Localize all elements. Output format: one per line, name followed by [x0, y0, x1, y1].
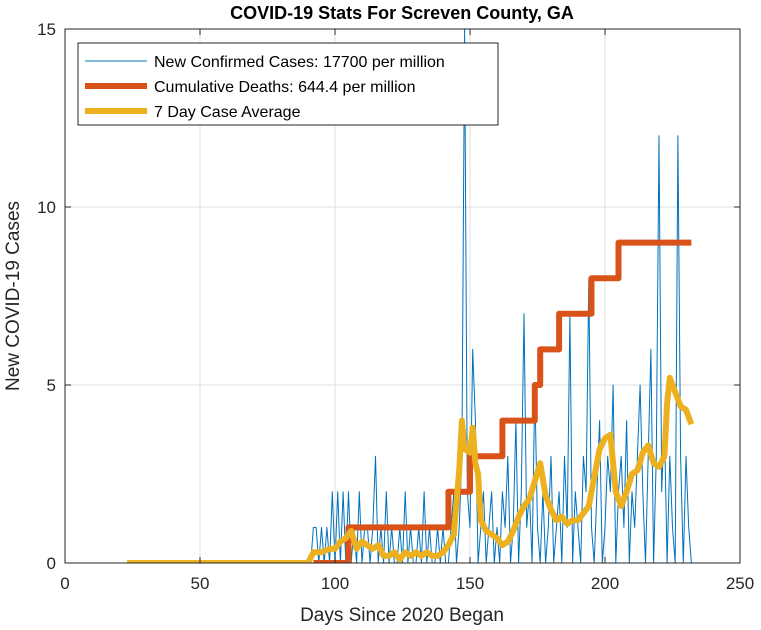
series-new-cases-line	[127, 29, 692, 563]
legend: New Confirmed Cases: 17700 per million C…	[77, 42, 499, 126]
plot-frame	[64, 28, 741, 564]
legend-box	[77, 42, 499, 126]
x-tick-label: 250	[726, 574, 754, 593]
y-axis-label: New COVID-19 Cases	[3, 201, 24, 391]
series-cumulative-deaths-line	[313, 239, 692, 563]
y-tick-label: 10	[37, 198, 56, 217]
legend-label-deaths: Cumulative Deaths: 644.4 per million	[154, 79, 415, 96]
y-tick-label: 5	[47, 376, 56, 395]
x-tick-label: 100	[321, 574, 349, 593]
x-tick-label: 150	[456, 574, 484, 593]
y-tick-label: 15	[37, 20, 56, 39]
ticks: 0 50 100 150 200 250 0 5 10 15	[37, 20, 754, 593]
x-tick-label: 0	[60, 574, 69, 593]
y-tick-label: 0	[47, 554, 56, 573]
x-tick-label: 200	[591, 574, 619, 593]
x-axis-label: Days Since 2020 Began	[300, 605, 504, 626]
series-7-day-average-line	[127, 374, 695, 563]
chart-title: COVID-19 Stats For Screven County, GA	[230, 3, 574, 23]
legend-label-new-cases: New Confirmed Cases: 17700 per million	[154, 54, 445, 71]
x-tick-label: 50	[191, 574, 210, 593]
legend-label-average: 7 Day Case Average	[154, 104, 301, 121]
series-layer	[127, 29, 695, 563]
